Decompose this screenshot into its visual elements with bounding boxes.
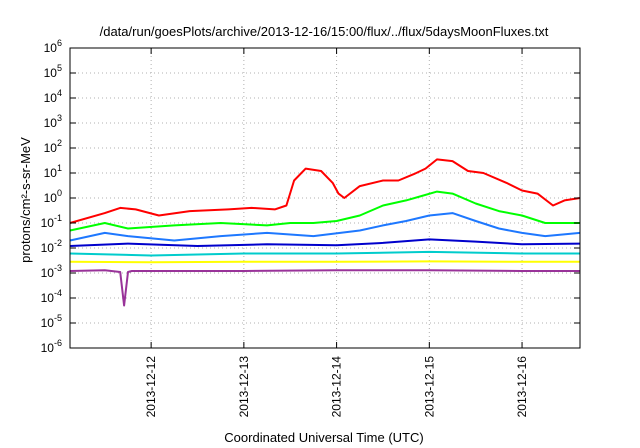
y-tick-label: 100 <box>44 188 62 205</box>
series-line-1 <box>69 158 581 224</box>
x-tick-label: 2013-12-16 <box>515 356 529 418</box>
x-tick-label: 2013-12-15 <box>422 356 436 418</box>
series-line-7 <box>69 269 580 307</box>
y-axis-label: protons/cm²-s-sr-MeV <box>18 137 33 263</box>
grid-lines <box>70 48 580 348</box>
y-tick-label: 10-6 <box>41 338 62 355</box>
series-line-2 <box>69 190 580 232</box>
y-tick-label: 104 <box>44 88 62 105</box>
series-group <box>69 158 581 307</box>
series-line-3 <box>69 212 581 242</box>
series-line-4 <box>69 238 581 247</box>
x-axis-label: Coordinated Universal Time (UTC) <box>224 430 423 445</box>
y-tick-label: 10-1 <box>41 213 62 230</box>
y-tick-label: 10-3 <box>41 263 62 280</box>
x-tick-label: 2013-12-14 <box>330 356 344 418</box>
y-tick-label: 10-2 <box>41 238 62 255</box>
y-tick-label: 106 <box>44 38 62 55</box>
y-tick-label: 103 <box>44 113 62 130</box>
chart-title: /data/run/goesPlots/archive/2013-12-16/1… <box>100 24 549 39</box>
series-line-6 <box>69 260 580 264</box>
series-line-5 <box>69 250 580 257</box>
y-tick-label: 10-5 <box>41 313 62 330</box>
x-tick-label: 2013-12-12 <box>144 356 158 418</box>
y-tick-label: 10-4 <box>41 288 62 305</box>
y-tick-label: 102 <box>44 138 62 155</box>
x-tick-label: 2013-12-13 <box>237 356 251 418</box>
y-tick-label: 101 <box>44 163 62 180</box>
y-tick-labels: 10-6 10-5 10-4 10-3 10-2 10-1 100 101 102 103 104 1… <box>41 38 62 355</box>
y-tick-label: 105 <box>44 63 62 80</box>
x-tick-labels: 2013-12-12 2013-12-13 2013-12-14 2013-12-15… <box>144 356 529 418</box>
axes <box>69 47 581 349</box>
plot-frame <box>69 47 581 349</box>
